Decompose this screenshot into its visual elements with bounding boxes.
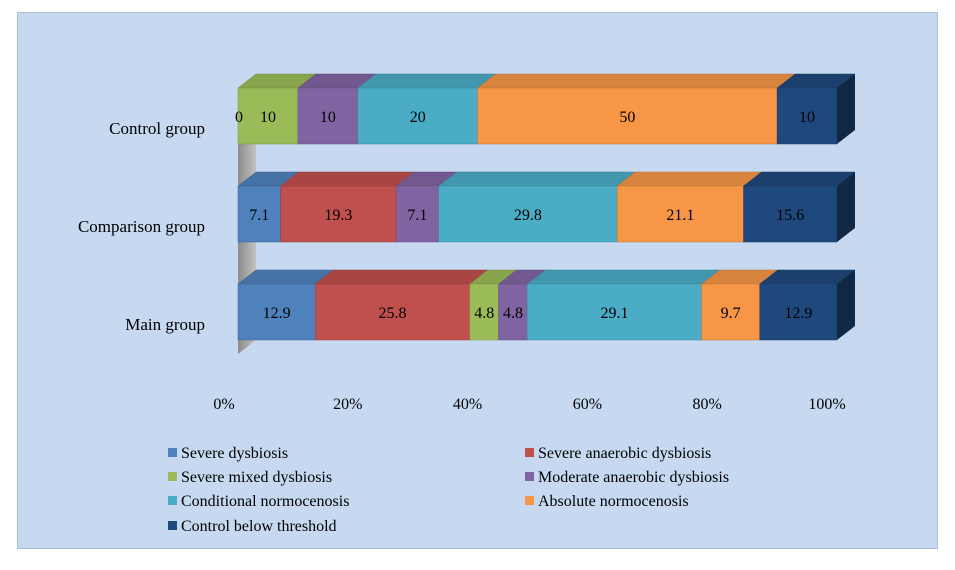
bar-segment-conditional-normocenosis xyxy=(438,185,618,243)
bar-row-control-group xyxy=(237,73,856,145)
bar-end-face xyxy=(837,270,855,340)
bar-end-face xyxy=(837,172,855,242)
bar-segment-severe-mixed-dysbiosis xyxy=(237,87,299,145)
legend-item-severe-dysbiosis: Severe dysbiosis xyxy=(168,445,288,462)
bar-end-face xyxy=(837,74,855,144)
legend-swatch xyxy=(168,448,177,457)
data-label: 19.3 xyxy=(324,207,352,224)
legend-label: Severe dysbiosis xyxy=(181,445,288,462)
bar-segment-severe-dysbiosis xyxy=(237,283,316,341)
bar-segment-moderate-anaerobic-dysbiosis xyxy=(395,185,439,243)
legend-label: Conditional normocenosis xyxy=(181,493,349,510)
bar-segment-moderate-anaerobic-dysbiosis xyxy=(498,283,528,341)
data-label: 7.1 xyxy=(249,207,269,224)
bar-segment-absolute-normocenosis xyxy=(701,283,760,341)
data-label: 25.8 xyxy=(379,305,407,322)
data-label: 15.6 xyxy=(776,207,804,224)
bar-segment-control-below-threshold xyxy=(743,185,838,243)
bar-segment-severe-dysbiosis xyxy=(237,185,281,243)
bar-top-face xyxy=(314,269,489,285)
category-label: Control group xyxy=(109,119,205,138)
data-label: 20 xyxy=(410,109,426,126)
data-label: 7.1 xyxy=(407,207,427,224)
legend-swatch xyxy=(168,521,177,530)
x-tick-label: 40% xyxy=(453,396,482,413)
bar-segment-severe-mixed-dysbiosis xyxy=(469,283,499,341)
data-label: 29.1 xyxy=(600,305,628,322)
data-label: 9.7 xyxy=(721,305,741,322)
data-label: 0 xyxy=(235,109,243,126)
legend-label: Control below threshold xyxy=(181,518,337,535)
data-label: 10 xyxy=(260,109,276,126)
data-label: 50 xyxy=(619,109,635,126)
x-tick-label: 80% xyxy=(693,396,722,413)
bar-segment-control-below-threshold xyxy=(759,283,838,341)
bar-row-comparison-group xyxy=(237,171,856,243)
legend-label: Severe anaerobic dysbiosis xyxy=(538,445,711,462)
legend-label: Absolute normocenosis xyxy=(538,493,689,510)
legend-label: Moderate anaerobic dysbiosis xyxy=(538,469,729,486)
bar-row-main-group xyxy=(237,269,856,341)
data-label: 21.1 xyxy=(666,207,694,224)
category-label: Comparison group xyxy=(78,217,205,236)
bar-top-face xyxy=(616,171,763,187)
x-tick-label: 20% xyxy=(333,396,362,413)
x-tick-label: 60% xyxy=(573,396,602,413)
legend-item-severe-mixed-dysbiosis: Severe mixed dysbiosis xyxy=(168,469,332,486)
legend-swatch xyxy=(168,472,177,481)
bar-top-face xyxy=(742,171,856,187)
bar-top-face xyxy=(526,269,721,285)
bar-top-face xyxy=(279,171,415,187)
legend-label: Severe mixed dysbiosis xyxy=(181,469,332,486)
data-label: 29.8 xyxy=(514,207,542,224)
legend-item-moderate-anaerobic-dysbiosis: Moderate anaerobic dysbiosis xyxy=(525,469,729,486)
x-tick-label: 0% xyxy=(213,396,234,413)
legend-swatch xyxy=(525,496,534,505)
data-label: 4.8 xyxy=(503,305,523,322)
data-label: 4.8 xyxy=(474,305,494,322)
bar-segment-severe-anaerobic-dysbiosis xyxy=(280,185,397,243)
legend-swatch xyxy=(525,448,534,457)
data-label: 12.9 xyxy=(263,305,291,322)
bar-top-face xyxy=(476,73,796,89)
bar-segment-severe-anaerobic-dysbiosis xyxy=(315,283,471,341)
bar-segment-absolute-normocenosis xyxy=(616,185,744,243)
legend-item-conditional-normocenosis: Conditional normocenosis xyxy=(168,493,349,510)
bar-segment-control-below-threshold xyxy=(776,87,838,145)
bar-segment-moderate-anaerobic-dysbiosis xyxy=(297,87,359,145)
legend-item-absolute-normocenosis: Absolute normocenosis xyxy=(525,493,689,510)
data-label: 10 xyxy=(320,109,336,126)
legend-swatch xyxy=(525,472,534,481)
data-label: 12.9 xyxy=(784,305,812,322)
bar-top-face xyxy=(357,73,497,89)
legend-swatch xyxy=(168,496,177,505)
legend-item-severe-anaerobic-dysbiosis: Severe anaerobic dysbiosis xyxy=(525,445,711,462)
x-tick-label: 100% xyxy=(808,396,845,413)
legend-item-control-below-threshold: Control below threshold xyxy=(168,518,337,535)
bar-top-face xyxy=(437,171,636,187)
category-label: Main group xyxy=(125,315,205,334)
data-label: 10 xyxy=(799,109,815,126)
